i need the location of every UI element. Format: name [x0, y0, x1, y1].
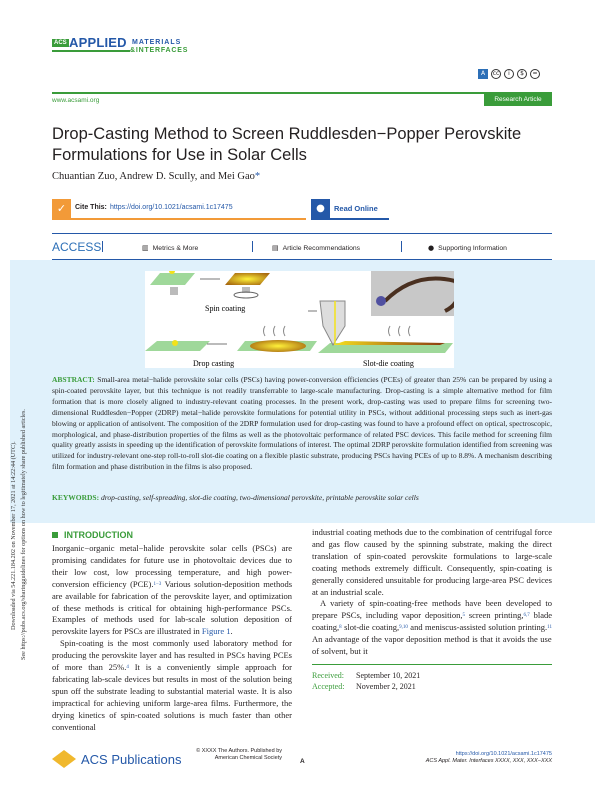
read-online-label: Read Online [334, 204, 378, 213]
metrics-button[interactable]: ▥ Metrics & More [142, 244, 198, 252]
separator [252, 241, 253, 252]
authors: Chuantian Zuo, Andrew D. Scully, and Mei… [52, 171, 260, 182]
text: A variety of spin-coating-free methods h… [312, 598, 552, 621]
acs-publications-logo[interactable]: ACS Publications [52, 750, 181, 768]
keywords: KEYWORDS: drop-casting, self-spreading, … [52, 493, 552, 502]
text: screen printing, [464, 610, 524, 621]
spin-coating-illustration [150, 268, 270, 299]
logo-bar [52, 50, 130, 52]
right-column: industrial coating methods due to the co… [312, 527, 552, 658]
access-top-divider [52, 233, 552, 234]
citation-ref[interactable]: 6,7 [523, 613, 530, 619]
separator [102, 241, 103, 252]
download-note-line1: Downloaded via 54.221.184.202 on Novembe… [10, 441, 17, 630]
left-column: Inorganic−organic metal−halide perovskit… [52, 543, 292, 734]
access-label: ACCESS [52, 240, 102, 254]
text: An advantage of the vapor deposition met… [312, 634, 552, 657]
nd-icon[interactable]: = [530, 69, 540, 79]
supporting-info-button[interactable]: ● Supporting Information [428, 244, 507, 252]
document-icon: ▤ [272, 244, 279, 252]
dates-divider [312, 664, 552, 665]
text: and meniscus-assisted solution printing. [407, 622, 548, 633]
abstract: ABSTRACT: Small-area metal−halide perovs… [52, 375, 552, 473]
toc-graphic: Spin coating Drop casting Slot-die coati… [145, 268, 463, 368]
separator [401, 241, 402, 252]
recommendations-button[interactable]: ▤ Article Recommendations [272, 244, 360, 252]
received-date: September 10, 2021 [356, 671, 421, 680]
logo-interfaces: &INTERFACES [130, 47, 189, 54]
header-divider [52, 92, 552, 94]
dates: Received: September 10, 2021 Accepted: Nov… [312, 670, 420, 692]
license-icons: A cc i $ = [478, 69, 540, 79]
cite-label: Cite This: [75, 204, 107, 211]
abstract-heading: ABSTRACT: [52, 375, 95, 384]
citation-ref[interactable]: 5 [462, 613, 465, 619]
footer-doi-link[interactable]: https://doi.org/10.1021/acsami.1c17475 [455, 751, 552, 757]
received-label: Received: [312, 671, 344, 680]
logo-applied: APPLIED [69, 35, 127, 50]
supporting-label: Supporting Information [438, 244, 507, 252]
accepted-date: November 2, 2021 [356, 682, 416, 691]
logo-materials: MATERIALS [132, 39, 182, 46]
citation-ref[interactable]: 11 [547, 625, 552, 631]
label-drop-casting: Drop casting [193, 359, 234, 368]
page-number: A [300, 758, 305, 765]
keywords-text: drop-casting, self-spreading, slot-die c… [100, 493, 419, 502]
author-list[interactable]: Chuantian Zuo, Andrew D. Scully, and Mei… [52, 171, 255, 182]
nc-icon[interactable]: $ [517, 69, 527, 79]
metrics-label: Metrics & More [152, 244, 199, 252]
accepted-label: Accepted: [312, 682, 345, 691]
doi-link[interactable]: https://doi.org/10.1021/acsami.1c17475 [110, 204, 233, 211]
access-choice-icon[interactable]: A [478, 69, 488, 79]
text: Spin-coating is the most commonly used l… [52, 638, 292, 673]
slot-die-illustration [308, 271, 463, 353]
paragraph: industrial coating methods due to the co… [312, 527, 552, 597]
copyright: © XXXX The Authors. Published by American… [178, 748, 282, 762]
citation-ref[interactable]: 8 [339, 625, 342, 631]
figure-link[interactable]: Figure 1 [201, 626, 231, 637]
cc-icon[interactable]: cc [491, 69, 501, 79]
copyright-line1: © XXXX The Authors. Published by [196, 748, 282, 754]
corresponding-mark[interactable]: * [254, 171, 261, 182]
by-icon[interactable]: i [504, 69, 514, 79]
bar-chart-icon: ▥ [142, 244, 149, 252]
logo-acs: ACS [52, 39, 69, 47]
drop-casting-illustration [145, 325, 317, 352]
label-slot-die: Slot-die coating [363, 359, 414, 368]
footer-citation: https://doi.org/10.1021/acsami.1c17475 AC… [352, 751, 552, 765]
label-spin-coating: Spin coating [205, 304, 245, 313]
citation-ref[interactable]: 4 [126, 665, 129, 671]
article-title: Drop-Casting Method to Screen Ruddlesden… [52, 125, 522, 164]
globe-icon: ● [311, 199, 330, 218]
section-square-icon [52, 532, 58, 538]
download-note: Downloaded via 54.221.184.202 on Novembe… [8, 260, 38, 660]
paragraph: A variety of spin-coating-free methods h… [312, 598, 552, 658]
citation-ref[interactable]: 1−3 [153, 581, 162, 587]
keywords-heading: KEYWORDS: [52, 493, 100, 502]
text: Various solution-deposition methods are … [52, 578, 292, 637]
acs-logo-icon [52, 750, 76, 768]
download-note-line2[interactable]: See https://pubs.acs.org/sharingguidelin… [20, 409, 27, 660]
journal-logo[interactable]: ACS APPLIED MATERIALS &INTERFACES [52, 35, 204, 58]
paragraph: Inorganic−organic metal−halide perovskit… [52, 543, 292, 637]
cite-this: ✓ Cite This: https://doi.org/10.1021/acs… [52, 199, 306, 220]
footer-citation-text: ACS Appl. Mater. Interfaces XXXX, XXX, X… [425, 758, 552, 764]
supporting-info-icon: ● [428, 244, 435, 252]
paragraph: Spin-coating is the most commonly used l… [52, 638, 292, 733]
checkmark-icon: ✓ [52, 199, 71, 218]
copyright-line2: American Chemical Society [214, 755, 282, 761]
text: Inorganic−organic metal−halide perovskit… [52, 543, 292, 589]
publisher-name: ACS Publications [81, 751, 182, 767]
text: blade coating, [312, 610, 552, 633]
text: It is a conveniently simple approach for… [52, 662, 292, 732]
website-link[interactable]: www.acsami.org [52, 97, 100, 104]
introduction-heading-text: INTRODUCTION [64, 530, 133, 540]
citation-ref[interactable]: 9,10 [399, 625, 408, 631]
read-online-button[interactable]: ● Read Online [311, 199, 389, 220]
recommendations-label: Article Recommendations [282, 244, 361, 252]
article-type-badge: Research Article [484, 94, 552, 106]
introduction-heading: INTRODUCTION [52, 530, 133, 540]
abstract-text: Small-area metal−halide perovskite solar… [52, 375, 552, 472]
text: slot-die coating, [341, 622, 400, 633]
